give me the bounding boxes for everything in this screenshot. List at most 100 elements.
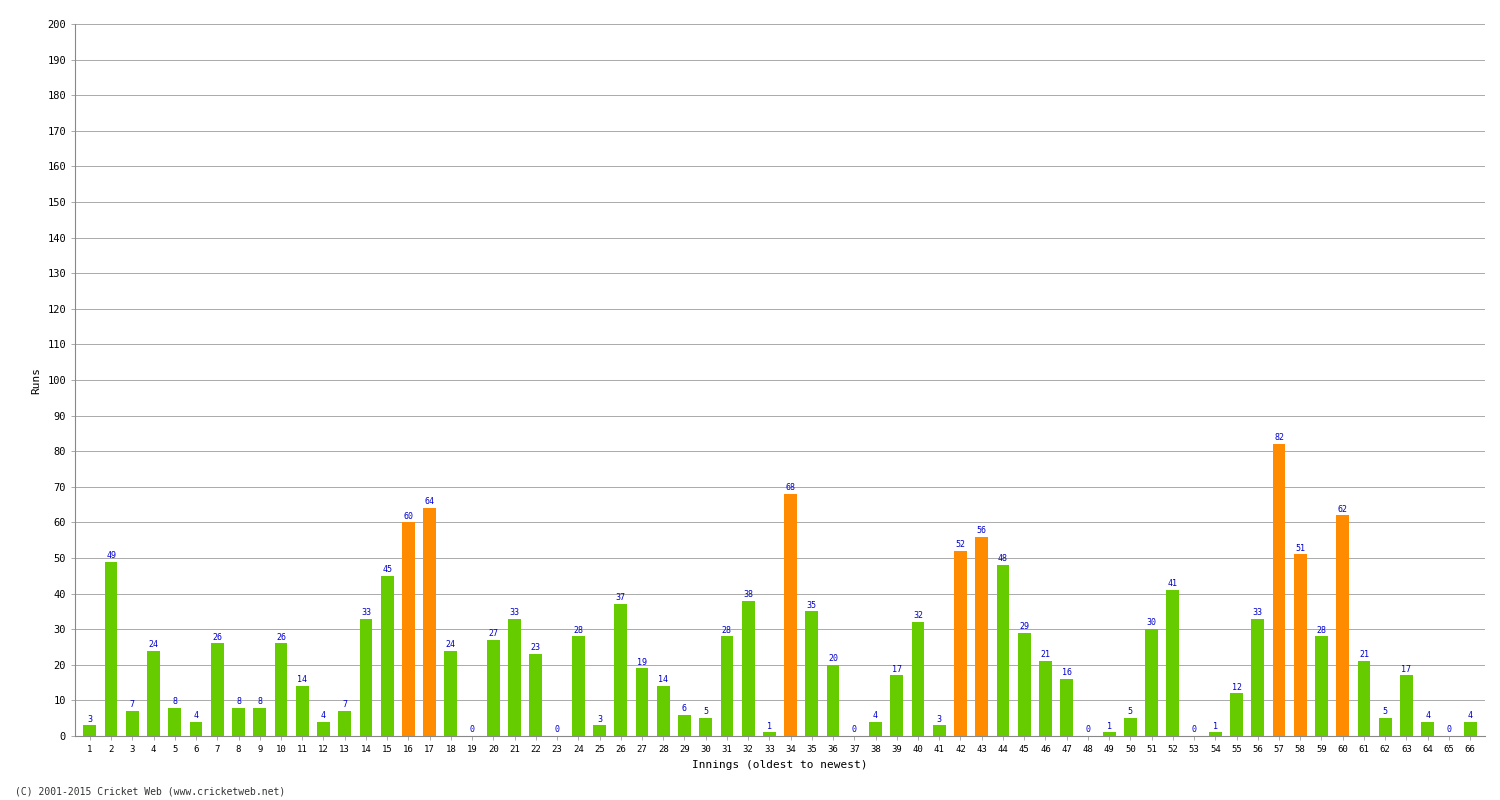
- Text: 5: 5: [704, 707, 708, 717]
- Text: 23: 23: [531, 643, 542, 652]
- Bar: [1316, 636, 1328, 736]
- Text: 1: 1: [1214, 722, 1218, 730]
- Text: 0: 0: [1086, 726, 1090, 734]
- X-axis label: Innings (oldest to newest): Innings (oldest to newest): [692, 759, 867, 770]
- Text: 3: 3: [938, 714, 942, 723]
- Bar: [339, 711, 351, 736]
- Text: 56: 56: [976, 526, 987, 535]
- Text: 5: 5: [1128, 707, 1132, 717]
- Text: 30: 30: [1146, 618, 1156, 627]
- Bar: [444, 650, 458, 736]
- Text: 52: 52: [956, 540, 966, 549]
- Bar: [1272, 444, 1286, 736]
- Text: 38: 38: [742, 590, 753, 599]
- Bar: [678, 714, 692, 736]
- Bar: [1144, 630, 1158, 736]
- Text: 6: 6: [682, 704, 687, 713]
- Text: 17: 17: [1401, 665, 1411, 674]
- Text: 21: 21: [1359, 650, 1370, 659]
- Text: 1: 1: [1107, 722, 1112, 730]
- Text: 19: 19: [638, 658, 646, 666]
- Bar: [975, 537, 988, 736]
- Text: 33: 33: [362, 608, 370, 617]
- Bar: [509, 618, 520, 736]
- Text: 49: 49: [106, 550, 116, 560]
- Bar: [954, 551, 968, 736]
- Bar: [912, 622, 924, 736]
- Bar: [530, 654, 542, 736]
- Text: 82: 82: [1274, 434, 1284, 442]
- Text: 1: 1: [766, 722, 772, 730]
- Text: 62: 62: [1338, 505, 1347, 514]
- Bar: [254, 707, 266, 736]
- Text: 27: 27: [489, 629, 498, 638]
- Text: 26: 26: [276, 633, 286, 642]
- Bar: [274, 643, 288, 736]
- Bar: [189, 722, 202, 736]
- Text: 7: 7: [130, 700, 135, 710]
- Bar: [423, 508, 436, 736]
- Text: 5: 5: [1383, 707, 1388, 717]
- Bar: [572, 636, 585, 736]
- Text: 4: 4: [1425, 711, 1430, 720]
- Y-axis label: Runs: Runs: [32, 366, 42, 394]
- Bar: [296, 686, 309, 736]
- Bar: [636, 668, 648, 736]
- Bar: [1167, 590, 1179, 736]
- Bar: [211, 643, 223, 736]
- Bar: [1294, 554, 1306, 736]
- Text: 12: 12: [1232, 682, 1242, 691]
- Bar: [381, 576, 393, 736]
- Text: 0: 0: [555, 726, 560, 734]
- Text: 14: 14: [658, 675, 668, 684]
- Text: 17: 17: [892, 665, 902, 674]
- Text: (C) 2001-2015 Cricket Web (www.cricketweb.net): (C) 2001-2015 Cricket Web (www.cricketwe…: [15, 786, 285, 796]
- Text: 28: 28: [722, 626, 732, 634]
- Bar: [806, 611, 818, 736]
- Bar: [1102, 733, 1116, 736]
- Text: 24: 24: [446, 640, 456, 649]
- Text: 37: 37: [615, 594, 626, 602]
- Bar: [592, 726, 606, 736]
- Text: 4: 4: [321, 711, 326, 720]
- Bar: [105, 562, 117, 736]
- Text: 4: 4: [194, 711, 198, 720]
- Bar: [488, 640, 500, 736]
- Text: 32: 32: [914, 611, 922, 620]
- Text: 7: 7: [342, 700, 346, 710]
- Text: 3: 3: [597, 714, 602, 723]
- Text: 0: 0: [1446, 726, 1452, 734]
- Text: 33: 33: [1252, 608, 1263, 617]
- Bar: [1422, 722, 1434, 736]
- Text: 14: 14: [297, 675, 307, 684]
- Bar: [699, 718, 712, 736]
- Text: 41: 41: [1168, 579, 1178, 588]
- Bar: [1124, 718, 1137, 736]
- Text: 0: 0: [470, 726, 474, 734]
- Bar: [933, 726, 945, 736]
- Text: 8: 8: [236, 697, 242, 706]
- Bar: [615, 604, 627, 736]
- Text: 4: 4: [1467, 711, 1473, 720]
- Text: 64: 64: [424, 498, 435, 506]
- Text: 8: 8: [256, 697, 262, 706]
- Text: 33: 33: [510, 608, 519, 617]
- Text: 21: 21: [1041, 650, 1050, 659]
- Bar: [1060, 679, 1072, 736]
- Text: 26: 26: [213, 633, 222, 642]
- Bar: [742, 601, 754, 736]
- Bar: [784, 494, 796, 736]
- Bar: [996, 565, 1010, 736]
- Text: 0: 0: [852, 726, 856, 734]
- Text: 3: 3: [87, 714, 93, 723]
- Text: 20: 20: [828, 654, 839, 663]
- Bar: [827, 665, 840, 736]
- Text: 4: 4: [873, 711, 877, 720]
- Bar: [1251, 618, 1264, 736]
- Text: 45: 45: [382, 565, 392, 574]
- Text: 48: 48: [998, 554, 1008, 563]
- Text: 28: 28: [1317, 626, 1326, 634]
- Text: 16: 16: [1062, 668, 1071, 678]
- Bar: [1464, 722, 1476, 736]
- Bar: [360, 618, 372, 736]
